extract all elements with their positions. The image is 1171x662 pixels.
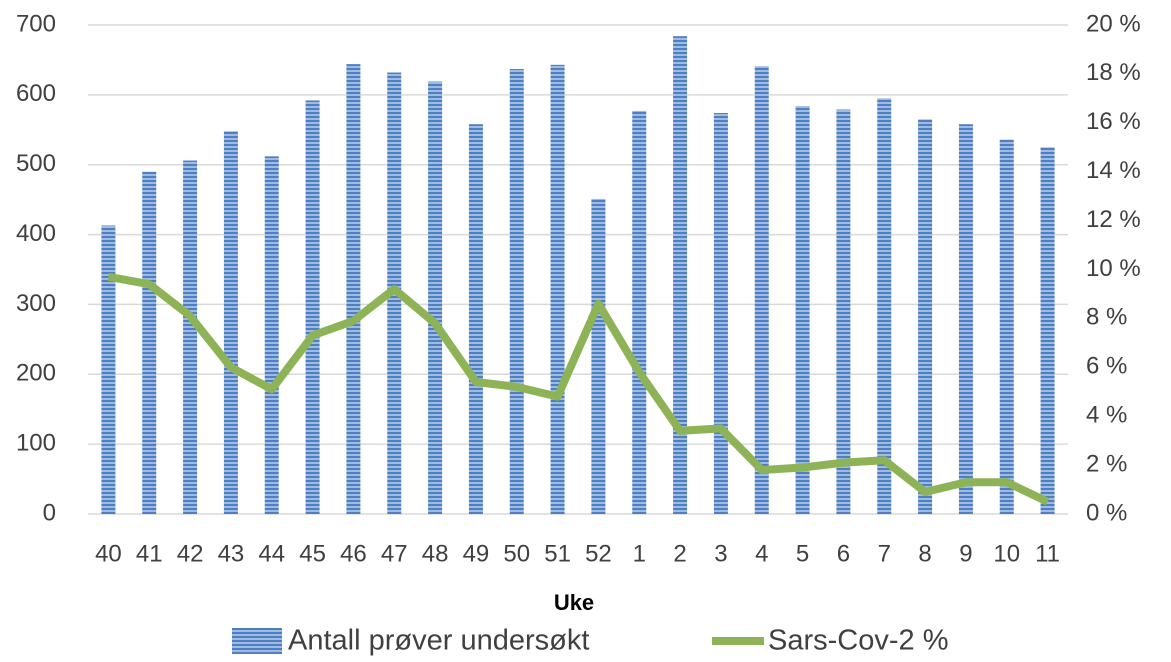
bar (305, 100, 320, 515)
y-tick-label: 300 (16, 290, 56, 317)
x-tick-label: 1 (633, 540, 646, 567)
x-tick-label: 40 (95, 540, 122, 567)
y-tick-label: 200 (16, 360, 56, 387)
y2-tick-label: 0 % (1086, 499, 1127, 526)
bar (142, 171, 157, 514)
x-tick-label: 44 (258, 540, 285, 567)
x-tick-label: 11 (1035, 540, 1060, 567)
bar (877, 98, 892, 514)
bar (550, 64, 565, 514)
bar (754, 66, 769, 515)
bar (958, 124, 973, 514)
x-axis-title: Uke (554, 590, 594, 615)
bar (795, 106, 810, 514)
y-tick-label: 600 (16, 80, 56, 107)
bar (428, 81, 443, 514)
y-tick-label: 0 (43, 499, 56, 526)
x-tick-label: 5 (796, 540, 809, 567)
bar (713, 113, 728, 515)
x-tick-label: 45 (299, 540, 326, 567)
y-tick-label: 100 (16, 429, 56, 456)
x-tick-label: 52 (585, 540, 612, 567)
bar (509, 69, 524, 514)
y-tick-label: 700 (16, 10, 56, 37)
x-tick-label: 3 (714, 540, 727, 567)
y2-tick-label: 2 % (1086, 450, 1127, 477)
y2-tick-label: 20 % (1086, 10, 1141, 37)
x-tick-label: 42 (177, 540, 204, 567)
x-tick-label: 10 (993, 540, 1020, 567)
y2-tick-label: 12 % (1086, 206, 1141, 233)
x-tick-label: 4 (755, 540, 768, 567)
y2-tick-label: 10 % (1086, 255, 1141, 282)
x-tick-label: 8 (918, 540, 931, 567)
y2-tick-label: 4 % (1086, 402, 1127, 429)
x-tick-label: 50 (503, 540, 530, 567)
y-tick-label: 400 (16, 220, 56, 247)
x-tick-label: 43 (218, 540, 245, 567)
y2-tick-label: 8 % (1086, 304, 1127, 331)
line (107, 272, 1050, 506)
legend-swatch-bar (232, 628, 282, 654)
y2-tick-label: 18 % (1086, 59, 1141, 86)
y2-tick-label: 14 % (1086, 157, 1141, 184)
x-tick-label: 47 (381, 540, 408, 567)
legend-label: Antall prøver undersøkt (288, 625, 589, 657)
bar (223, 131, 238, 514)
x-tick-label: 41 (136, 540, 163, 567)
y2-tick-label: 16 % (1086, 108, 1141, 135)
y2-tick-label: 6 % (1086, 353, 1127, 380)
x-tick-label: 49 (463, 540, 490, 567)
bar (632, 110, 647, 514)
x-tick-label: 51 (544, 540, 571, 567)
x-tick-label: 7 (878, 540, 891, 567)
x-tick-label: 2 (673, 540, 686, 567)
y-tick-label: 500 (16, 150, 56, 177)
bar (836, 109, 851, 514)
bar (264, 156, 279, 514)
bar (999, 139, 1014, 514)
x-tick-label: 48 (422, 540, 449, 567)
x-tick-label: 6 (837, 540, 850, 567)
bar (591, 198, 606, 515)
bar (918, 119, 933, 515)
bar (101, 225, 116, 515)
x-tick-label: 9 (959, 540, 972, 567)
bar (183, 160, 198, 514)
bar (673, 36, 688, 514)
bar (468, 124, 483, 514)
bar (346, 64, 361, 515)
legend-label: Sars-Cov-2 % (768, 625, 949, 657)
bar (1040, 147, 1055, 514)
x-tick-label: 46 (340, 540, 367, 567)
